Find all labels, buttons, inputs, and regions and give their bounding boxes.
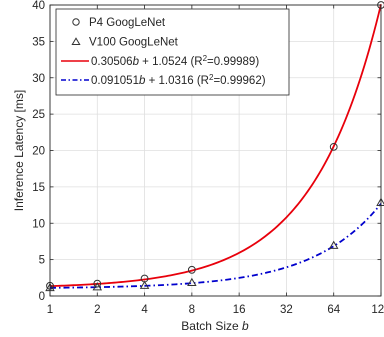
legend: P4 GoogLeNet V100 GoogLeNet 0.30506b + 1… [55,8,290,96]
x-axis-label: Batch Size b [181,319,249,333]
y-axis-ticks: 0 5 10 15 20 25 30 35 40 [32,0,381,303]
legend-entry-v100: V100 GoogLeNet [71,37,179,49]
legend-entry-v100-fit: 0.091051b + 1.0316 (R2=0.99962) [61,73,266,87]
y-tick-label: 10 [32,218,45,230]
legend-label-v100-fit: 0.091051b + 1.0316 (R2=0.99962) [91,73,266,87]
y-tick-label: 25 [32,109,45,121]
x-tick-label: 128 [371,304,384,316]
x-tick-label: 2 [94,304,100,316]
v100-data-point [187,277,197,287]
fit-lines [49,4,382,289]
y-tick-label: 5 [39,255,45,267]
x-tick-label: 4 [141,304,148,316]
legend-marker-triangle [71,37,81,45]
p4-data-point [329,142,338,151]
p4-data-point [187,265,196,274]
y-axis-label: Inference Latency [ms] [12,90,26,211]
fit-line-p4 [49,4,382,288]
legend-label-p4-fit: 0.30506b + 1.0524 (R2=0.99989) [91,54,259,68]
x-tick-label: 64 [327,304,340,316]
v100-data-point [139,280,150,289]
legend-entry-p4-fit: 0.30506b + 1.0524 (R2=0.99989) [61,54,259,68]
legend-entry-p4: P4 GoogLeNet [72,17,166,29]
x-axis-ticks: 1 2 4 8 16 32 64 128 [47,5,384,316]
x-tick-label: 16 [233,304,246,316]
y-tick-label: 0 [39,291,45,303]
v100-data-point [92,282,103,291]
y-tick-label: 35 [32,36,45,48]
y-tick-label: 15 [32,182,45,194]
x-tick-label: 1 [47,304,53,316]
legend-marker-circle [72,18,80,26]
x-tick-label: 32 [280,304,293,316]
y-tick-label: 30 [32,73,45,85]
v100-data-point [328,240,339,249]
y-tick-label: 20 [32,146,45,158]
fit-line-v100 [49,203,382,289]
y-tick-label: 40 [32,0,45,12]
legend-box [55,8,290,96]
legend-label-p4: P4 GoogLeNet [89,17,166,29]
legend-label-v100: V100 GoogLeNet [89,37,179,49]
x-tick-label: 8 [189,304,195,316]
p4-data-point [93,279,102,288]
